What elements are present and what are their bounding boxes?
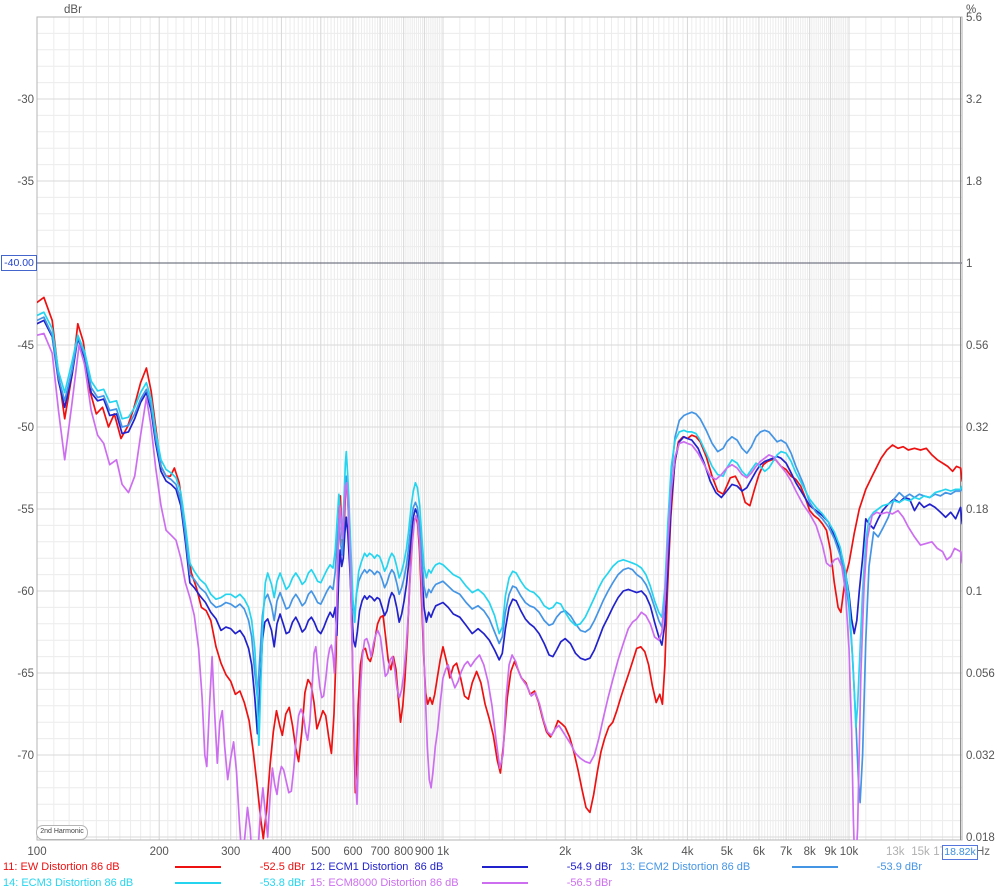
legend-label: 11: EW Distortion 86 dB <box>3 861 120 873</box>
svg-text:-30: -30 <box>17 94 34 106</box>
svg-text:1.8: 1.8 <box>966 176 982 188</box>
trace-ew-distortion-86-db <box>37 296 962 840</box>
legend-item-ecm8000[interactable]: 15: ECM8000 Distortion 86 dB -56.5 dBr <box>310 876 612 890</box>
legend-item-ecm3[interactable]: 14: ECM3 Distortion 86 dB -53.8 dBr <box>3 876 305 890</box>
cursor-frequency-readout[interactable]: 18.82k <box>942 845 978 860</box>
trace-ecm1-distortion-86-db <box>37 319 962 735</box>
svg-text:900: 900 <box>415 846 434 858</box>
svg-text:100: 100 <box>27 846 46 858</box>
svg-text:0.018: 0.018 <box>966 832 995 844</box>
svg-text:0.1: 0.1 <box>966 586 982 598</box>
svg-text:2k: 2k <box>559 846 571 858</box>
svg-text:-50: -50 <box>17 422 34 434</box>
svg-text:8k: 8k <box>804 846 816 858</box>
svg-text:3k: 3k <box>631 846 643 858</box>
legend-cursor-value: -54.9 dBr <box>566 861 612 873</box>
svg-text:0.056: 0.056 <box>966 668 995 680</box>
trace-swatch <box>175 866 221 868</box>
legend-item-ecm2[interactable]: 13: ECM2 Distortion 86 dB -53.9 dBr <box>620 860 922 874</box>
svg-text:4k: 4k <box>681 846 693 858</box>
svg-text:200: 200 <box>150 846 169 858</box>
trace-swatch <box>482 882 528 884</box>
svg-text:500: 500 <box>311 846 330 858</box>
svg-text:0.32: 0.32 <box>966 422 988 434</box>
svg-text:9k: 9k <box>824 846 836 858</box>
legend-cursor-value: -56.5 dBr <box>566 877 612 889</box>
legend-cursor-value: -53.8 dBr <box>259 877 305 889</box>
svg-text:1k: 1k <box>437 846 449 858</box>
trace-ecm8000-distortion-86-db <box>37 332 962 840</box>
svg-text:-55: -55 <box>17 504 34 516</box>
svg-text:10k: 10k <box>840 846 859 858</box>
trace-ecm2-distortion-86-db <box>37 316 962 804</box>
freq-unit-label: Hz <box>976 846 991 858</box>
svg-text:700: 700 <box>371 846 390 858</box>
trace-ecm3-distortion-86-db <box>37 311 962 747</box>
trace-swatch <box>792 866 838 868</box>
level-marker-readout[interactable]: -40.00 <box>1 255 37 271</box>
svg-text:0.56: 0.56 <box>966 340 988 352</box>
svg-text:15k: 15k <box>911 846 930 858</box>
svg-text:13k: 13k <box>886 846 905 858</box>
trace-swatch <box>175 882 221 884</box>
axis-labels: dBr % -30 -35 -45 -50 -55 -60 -65 -70 5.6 3.2 1.8 1 0.… <box>17 4 994 858</box>
svg-text:300: 300 <box>221 846 240 858</box>
svg-text:dBr: dBr <box>64 4 82 16</box>
svg-text:0.18: 0.18 <box>966 504 988 516</box>
grid-major <box>36 16 963 841</box>
svg-text:0.032: 0.032 <box>966 750 995 762</box>
svg-text:400: 400 <box>272 846 291 858</box>
svg-text:-65: -65 <box>17 668 34 680</box>
svg-text:-35: -35 <box>17 176 34 188</box>
svg-text:%: % <box>966 4 976 16</box>
legend-item-ew[interactable]: 11: EW Distortion 86 dB -52.5 dBr <box>3 860 305 874</box>
plot-area[interactable]: dBr % -30 -35 -45 -50 -55 -60 -65 -70 5.6 3.2 1.8 1 0.… <box>0 0 1000 860</box>
legend-label: 15: ECM8000 Distortion 86 dB <box>310 877 459 889</box>
svg-text:800: 800 <box>394 846 413 858</box>
svg-text:-60: -60 <box>17 586 34 598</box>
legend-label: 12: ECM1 Distortion 86 dB <box>310 861 444 873</box>
svg-text:1: 1 <box>966 258 972 270</box>
svg-text:5k: 5k <box>721 846 733 858</box>
svg-text:6k: 6k <box>753 846 765 858</box>
svg-text:-45: -45 <box>17 340 34 352</box>
grid-minor <box>37 17 963 840</box>
legend-cursor-value: -52.5 dBr <box>259 861 305 873</box>
legend-label: 14: ECM3 Distortion 86 dB <box>3 877 134 889</box>
svg-text:3.2: 3.2 <box>966 94 982 106</box>
harmonic-selector-button[interactable]: 2nd Harmonic <box>36 825 88 840</box>
traces <box>37 296 962 840</box>
svg-text:5.6: 5.6 <box>966 12 982 24</box>
trace-swatch <box>482 866 528 868</box>
legend-item-ecm1[interactable]: 12: ECM1 Distortion 86 dB -54.9 dBr <box>310 860 612 874</box>
legend-label: 13: ECM2 Distortion 86 dB <box>620 861 751 873</box>
svg-text:7k: 7k <box>780 846 792 858</box>
legend-cursor-value: -53.9 dBr <box>876 861 922 873</box>
svg-text:600: 600 <box>343 846 362 858</box>
svg-text:-70: -70 <box>17 750 34 762</box>
